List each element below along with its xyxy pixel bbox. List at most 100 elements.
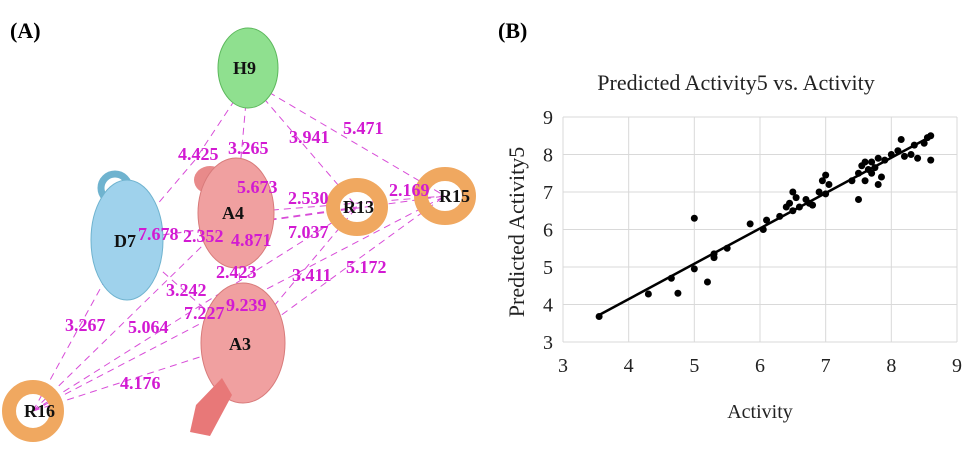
point xyxy=(900,152,908,160)
x-tick-label: 7 xyxy=(821,355,831,377)
point xyxy=(822,190,830,198)
distance: 7.227 xyxy=(184,303,225,323)
chart-title: Predicted Activity5 vs. Activity xyxy=(597,70,874,95)
distance: 2.169 xyxy=(389,180,430,200)
point xyxy=(855,169,862,177)
distance: 4.176 xyxy=(120,373,161,393)
point xyxy=(861,177,869,185)
point xyxy=(868,169,876,177)
distance: 4.425 xyxy=(178,144,219,164)
x-axis-label: Activity xyxy=(727,401,793,423)
point xyxy=(795,203,803,211)
node-label: H9 xyxy=(233,58,256,78)
point xyxy=(881,156,889,164)
point xyxy=(920,139,928,147)
point xyxy=(910,141,918,149)
point xyxy=(907,151,915,158)
distance: 7.037 xyxy=(288,222,329,242)
distance: 3.411 xyxy=(292,265,332,285)
point xyxy=(868,158,876,166)
distance: 3.267 xyxy=(65,315,106,335)
x-tick-label: 9 xyxy=(952,355,962,377)
point xyxy=(759,226,767,233)
point xyxy=(894,147,902,155)
point xyxy=(690,265,698,273)
distance-labels: 4.425 3.265 3.941 5.471 5.673 2.530 2.16… xyxy=(65,118,430,393)
y-tick-label: 4 xyxy=(543,295,553,317)
acceptor xyxy=(200,282,286,404)
distance: 3.941 xyxy=(289,127,330,147)
point xyxy=(825,181,833,188)
node-label: R15 xyxy=(439,186,470,206)
point xyxy=(871,164,879,172)
point xyxy=(595,313,603,320)
hydrophobe xyxy=(217,27,279,109)
point xyxy=(897,136,905,143)
node-label: R13 xyxy=(343,197,374,217)
distance: 5.172 xyxy=(346,257,387,277)
point xyxy=(874,181,882,188)
point xyxy=(914,154,922,162)
y-tick-label: 8 xyxy=(543,145,553,167)
point xyxy=(667,274,675,282)
point xyxy=(809,201,817,209)
node-labels: H9 D7 A4 R13 R15 A3 R16 xyxy=(24,58,470,421)
x-tick-label: 6 xyxy=(755,355,765,377)
ring xyxy=(2,380,64,442)
panel-label: (A) xyxy=(10,18,41,43)
point xyxy=(776,212,784,220)
acceptor xyxy=(197,157,275,269)
node-label: D7 xyxy=(114,231,136,251)
point xyxy=(644,290,652,298)
distance: 2.352 xyxy=(183,226,224,246)
point xyxy=(789,188,797,196)
node-label: A3 xyxy=(229,334,251,354)
point xyxy=(789,207,797,215)
point xyxy=(703,278,711,286)
point xyxy=(815,188,823,196)
point xyxy=(723,244,731,252)
y-axis-label: Predicted Activity5 xyxy=(504,147,529,317)
panel-label: (B) xyxy=(498,18,527,43)
point xyxy=(927,132,935,140)
distance: 4.871 xyxy=(231,230,272,250)
features xyxy=(2,27,476,442)
node-label: A4 xyxy=(222,203,244,223)
donor xyxy=(90,179,164,301)
ring xyxy=(414,167,476,225)
point xyxy=(674,289,682,297)
x-tick-label: 8 xyxy=(886,355,896,377)
y-tick-label: 6 xyxy=(543,220,553,242)
point xyxy=(877,173,885,181)
y-tick-label: 5 xyxy=(543,257,553,279)
point xyxy=(855,196,862,203)
x-tick-label: 5 xyxy=(689,355,699,377)
distance: 5.673 xyxy=(237,177,278,197)
trendline xyxy=(598,135,932,317)
distance: 3.265 xyxy=(228,138,269,158)
point xyxy=(818,177,826,185)
point xyxy=(710,254,718,262)
point xyxy=(874,154,882,162)
ring xyxy=(326,178,388,236)
point xyxy=(822,171,830,179)
x-tick-label: 4 xyxy=(624,355,634,377)
point xyxy=(848,177,856,185)
point xyxy=(786,199,794,207)
point xyxy=(690,214,698,222)
distance: 3.242 xyxy=(166,280,207,300)
point xyxy=(746,220,754,228)
distance: 5.471 xyxy=(343,118,384,138)
x-tick-label: 3 xyxy=(558,355,568,377)
distance: 2.530 xyxy=(288,188,329,208)
acceptor-vector xyxy=(190,378,232,436)
node-label: R16 xyxy=(24,401,55,421)
point xyxy=(861,158,869,166)
distance: 7.678 xyxy=(138,224,179,244)
distance: 5.064 xyxy=(128,317,169,337)
distance: 2.423 xyxy=(216,262,257,282)
point xyxy=(927,156,935,164)
distance: 9.239 xyxy=(226,295,267,315)
